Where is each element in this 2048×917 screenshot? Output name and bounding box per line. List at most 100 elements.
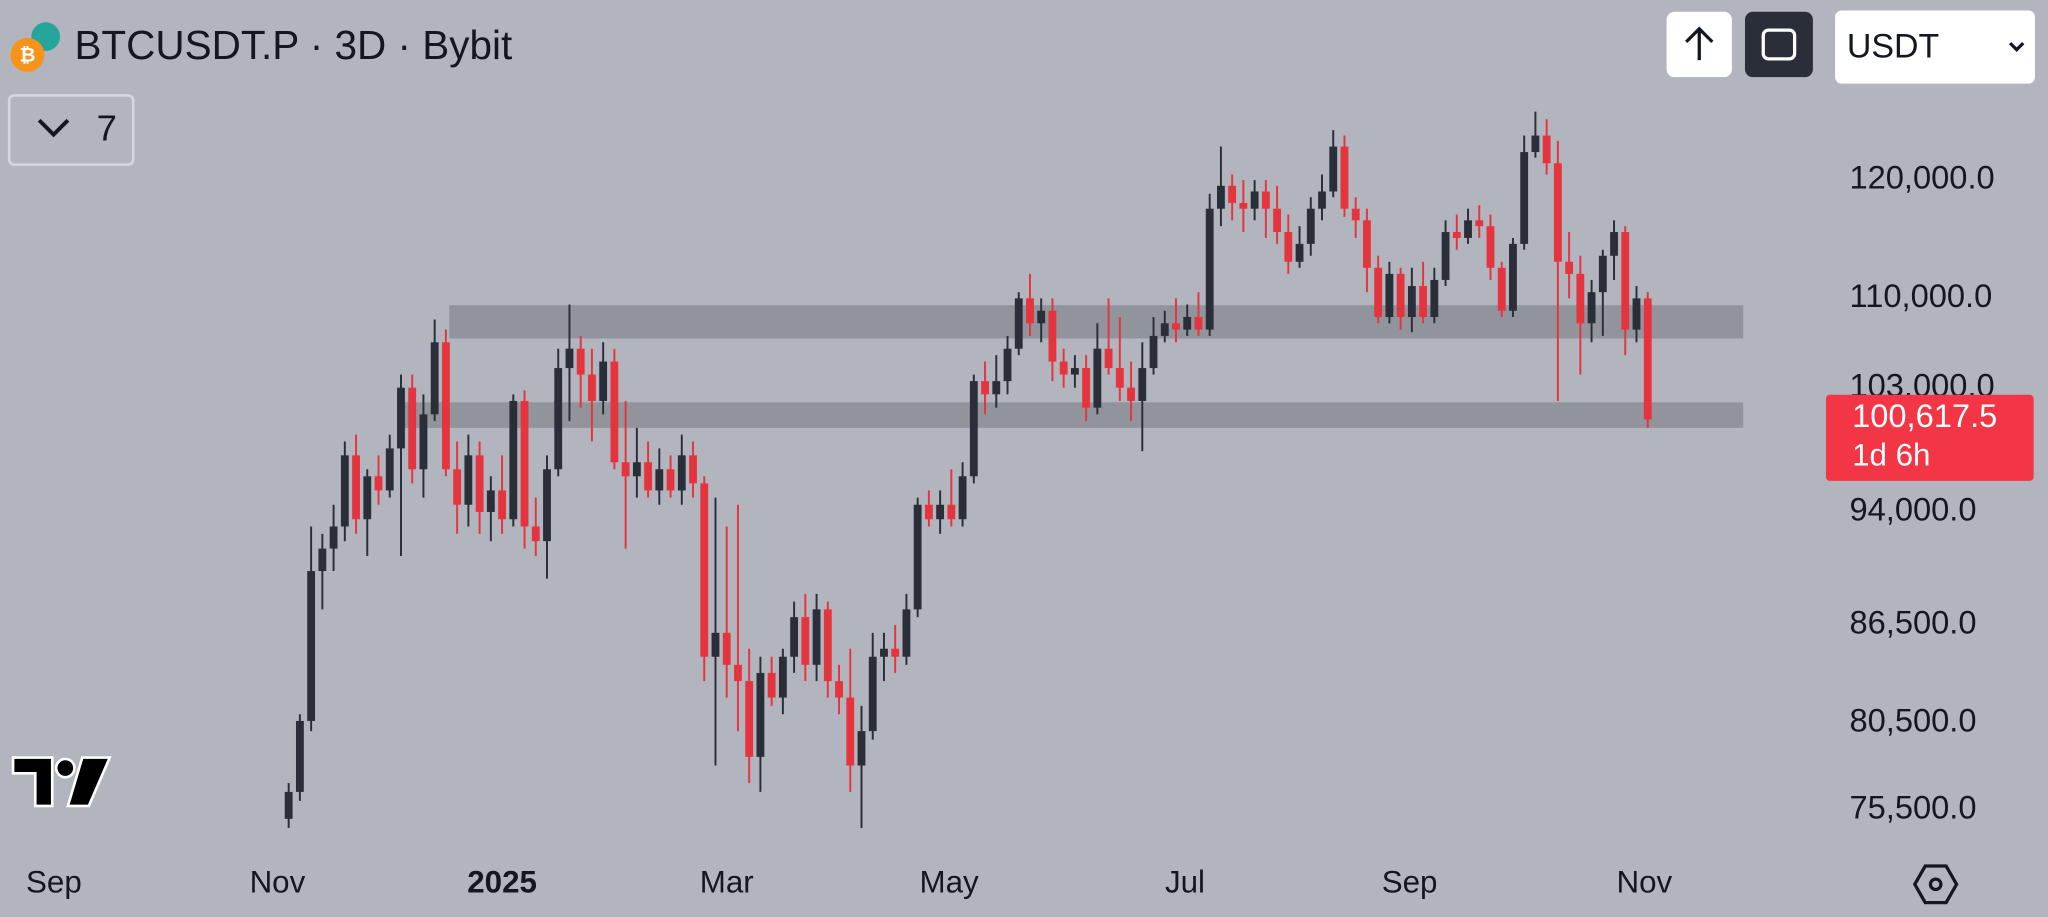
- candle-body: [453, 469, 462, 505]
- candle-body: [790, 617, 799, 657]
- candle-body: [812, 609, 821, 665]
- currency-select[interactable]: USDT: [1835, 10, 2035, 84]
- candle-body: [419, 414, 428, 470]
- chart-title: BTCUSDT.P · 3D · Bybit: [74, 22, 512, 68]
- candle-body: [1385, 273, 1394, 318]
- candle-body: [734, 664, 742, 682]
- candle-body: [745, 681, 754, 757]
- x-tick-label: 2025: [467, 865, 537, 900]
- candle-body: [1441, 232, 1450, 280]
- plot-area: [284, 111, 1744, 828]
- candle-body: [689, 455, 697, 484]
- candle-body: [1093, 348, 1102, 408]
- candle-body: [1239, 202, 1248, 209]
- x-tick-label: May: [920, 865, 980, 900]
- candle-body: [1205, 208, 1214, 330]
- candle-body: [1059, 361, 1068, 375]
- candle-body: [924, 504, 933, 520]
- candle-body: [778, 656, 787, 698]
- candle-body: [1464, 220, 1472, 238]
- indicator-toggle[interactable]: 7: [7, 94, 135, 166]
- candle-body: [666, 469, 675, 491]
- candle-body: [1363, 220, 1371, 268]
- candle-body: [599, 361, 608, 401]
- candle-body: [385, 448, 394, 491]
- candle-body: [1003, 348, 1012, 382]
- zone: [449, 305, 1744, 339]
- y-tick-label: 86,500.0: [1849, 604, 1976, 641]
- candle-body: [441, 342, 450, 470]
- candle-body: [1610, 232, 1618, 256]
- candle-body: [1160, 323, 1169, 336]
- candle-body: [1250, 191, 1259, 209]
- candle-body: [1115, 368, 1124, 388]
- candle-body: [621, 462, 630, 477]
- candle-body: [340, 455, 349, 527]
- candle-body: [823, 609, 832, 682]
- x-tick-label: Mar: [700, 865, 754, 900]
- candle-body: [464, 455, 473, 505]
- candle-body: [475, 455, 484, 512]
- candle-body: [1565, 261, 1574, 274]
- candle-body: [1082, 368, 1091, 408]
- candle-body: [1127, 387, 1135, 401]
- settings-icon[interactable]: [1912, 864, 1959, 905]
- y-tick-label: 75,500.0: [1849, 788, 1976, 825]
- candle-body: [1104, 348, 1113, 369]
- candle-body: [767, 672, 776, 698]
- candle-body: [307, 571, 316, 721]
- candle-body: [1183, 317, 1192, 330]
- candle-body: [835, 681, 843, 698]
- x-tick-label: Jul: [1165, 865, 1205, 900]
- candle-body: [1430, 279, 1439, 318]
- candle-body: [318, 548, 327, 572]
- candle-body: [711, 632, 720, 657]
- candle-body: [1520, 152, 1529, 244]
- candle-body: [509, 400, 518, 520]
- y-tick-label: 94,000.0: [1849, 491, 1976, 528]
- x-tick-label: Nov: [250, 865, 306, 900]
- x-tick-label: Sep: [26, 865, 82, 900]
- currency-label: USDT: [1847, 27, 1939, 65]
- candle-body: [554, 368, 563, 470]
- candle-body: [1295, 243, 1304, 262]
- price-label-box: [1825, 394, 2034, 481]
- candle-body: [1138, 368, 1147, 401]
- candle-body: [1340, 146, 1349, 209]
- candle-body: [1217, 185, 1225, 209]
- candle-body: [1497, 267, 1506, 311]
- candle-body: [498, 490, 506, 520]
- fullscreen-button[interactable]: [1744, 11, 1813, 78]
- candle-body: [1486, 226, 1495, 268]
- y-tick-label: 110,000.0: [1849, 277, 1992, 314]
- scroll-button[interactable]: [1666, 11, 1732, 78]
- candle-body: [947, 504, 956, 520]
- candle-body: [363, 476, 372, 520]
- candle-body: [1026, 298, 1034, 324]
- candle-body: [936, 504, 945, 520]
- candle-body: [1407, 286, 1416, 318]
- candle-body: [1396, 273, 1405, 318]
- candle-body: [1576, 273, 1585, 324]
- candle-body: [1228, 185, 1237, 203]
- tradingview-logo: [11, 756, 112, 808]
- candle-body: [655, 469, 664, 491]
- candle-body: [1149, 335, 1158, 369]
- candle-body: [408, 387, 417, 470]
- candle-body: [1632, 298, 1641, 330]
- candle-body: [801, 617, 810, 665]
- y-tick-label: 120,000.0: [1849, 159, 1994, 196]
- candle-body: [880, 648, 888, 657]
- candle-body: [588, 374, 596, 401]
- candle-body: [644, 462, 653, 491]
- candle-body: [756, 672, 765, 757]
- candle-body: [1587, 292, 1596, 324]
- candle-body: [857, 731, 866, 766]
- candle-body: [531, 526, 540, 542]
- symbol-logo: ₿: [10, 22, 61, 72]
- candle-body: [700, 483, 709, 657]
- candle-body: [1048, 310, 1057, 362]
- candle-body: [1531, 135, 1540, 153]
